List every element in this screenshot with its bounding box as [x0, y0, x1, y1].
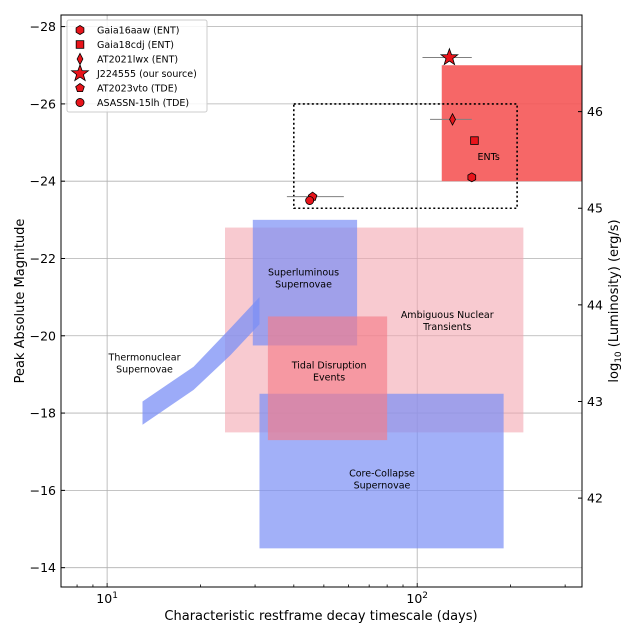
y2-tick-label: 43: [587, 394, 603, 409]
data-point-gaia18cdj-ent: [470, 136, 479, 145]
region-label-ambiguous-nuclear-transients: Ambiguous Nuclear Transients: [401, 310, 494, 333]
legend-entry-j224555-our-source: J224555 (our source): [70, 63, 197, 82]
region-tidal-disruption-events: [267, 316, 388, 441]
data-point-at2021lwx-ent: [430, 112, 472, 126]
y-tick-label: −16: [30, 483, 56, 498]
region-ents: [441, 65, 582, 182]
region-label-core-collapse-supernovae: Core-Collapse Supernovae: [349, 469, 415, 492]
x-tick-label: 101: [96, 591, 118, 606]
region-layer: [225, 65, 582, 549]
data-point-at2023vto-tde: [286, 191, 344, 201]
legend-frame: [66, 19, 208, 113]
y-tick-label: −26: [30, 96, 56, 111]
data-point-j224555-our-source: [422, 47, 472, 66]
y2-tick-label: 45: [587, 201, 603, 216]
region-label-superluminous-supernovae: Superluminous Supernovae: [268, 268, 339, 291]
y-tick-label: −24: [30, 174, 56, 189]
y-tick-label: −22: [30, 251, 56, 266]
x-axis-label: Characteristic restframe decay timescale…: [164, 609, 477, 624]
legend-label: AT2023vto (TDE): [97, 84, 177, 95]
y2-axis-label: log10 (Luminosity) (erg/s): [607, 219, 624, 382]
dotted-selection-box: [293, 103, 518, 210]
legend-label: J224555 (our source): [96, 69, 197, 80]
y-tick-label: −18: [30, 406, 56, 421]
legend-entry-asassn-15lh-tde: ASASSN-15lh (TDE): [75, 98, 189, 109]
plot-frame: [60, 14, 583, 588]
region-label-tidal-disruption-events: Tidal Disruption Events: [291, 360, 367, 383]
legend-label: Gaia16aaw (ENT): [97, 26, 180, 37]
region-label-ents: ENTs: [478, 152, 500, 163]
y-tick-label: −20: [30, 328, 56, 343]
legend-label: Gaia18cdj (ENT): [97, 40, 174, 51]
legend-entry-at2023vto-tde: AT2023vto (TDE): [75, 83, 177, 95]
data-point-asassn-15lh-tde: [305, 196, 315, 205]
data-point-gaia16aaw-ent: [467, 172, 477, 183]
y-axis-label: Peak Absolute Magnitude: [13, 219, 28, 384]
legend-entry-gaia18cdj-ent: Gaia18cdj (ENT): [75, 40, 174, 51]
legend-label: ASASSN-15lh (TDE): [97, 98, 189, 109]
region-label-layer: Ambiguous Nuclear Transients Core-Collapse…: [108, 152, 500, 492]
region-label-thermonuclear-supernovae: Thermonuclear Supernovae: [108, 353, 181, 376]
y2-tick-label: 44: [587, 297, 603, 312]
axis-ticks: −28 −26 −24 −22 −20 −18 −16 −14 42 43 44 45 46 101 102: [30, 19, 603, 606]
data-points-layer: [286, 47, 479, 205]
y-tick-label: −28: [30, 19, 56, 34]
y2-tick-label: 42: [587, 491, 603, 506]
region-thermonuclear-supernovae: [142, 297, 260, 425]
x-tick-label: 102: [406, 591, 428, 606]
legend-label: AT2021lwx (ENT): [97, 55, 178, 66]
legend-entry-gaia16aaw-ent: Gaia16aaw (ENT): [75, 25, 180, 37]
y2-tick-label: 46: [587, 104, 603, 119]
legend: Gaia16aaw (ENT) Gaia18cdj (ENT) AT2021lwx …: [66, 19, 208, 113]
y-tick-label: −14: [30, 560, 56, 575]
